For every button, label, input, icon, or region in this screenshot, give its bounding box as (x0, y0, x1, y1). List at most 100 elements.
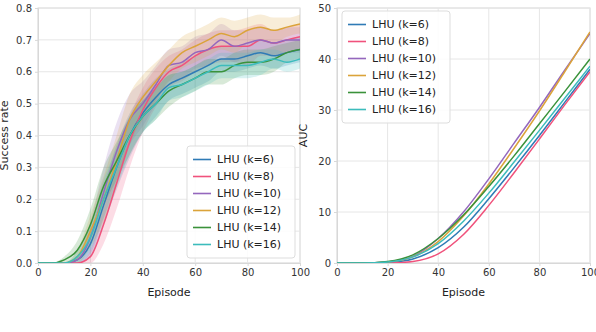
error-band (38, 14, 300, 263)
grid-line (337, 8, 590, 9)
grid (337, 8, 590, 263)
y-tick-mark (334, 212, 337, 213)
y-tick: 0.5 (16, 98, 38, 109)
x-tick-label: 60 (189, 267, 202, 278)
legend-swatch (348, 109, 366, 111)
legend-label: LHU (k=12) (372, 69, 436, 82)
x-tick: 0 (334, 263, 340, 278)
y-tick-label: 0.0 (16, 258, 32, 269)
series-line (337, 69, 590, 263)
legend-swatch (193, 210, 211, 212)
x-tick-mark (388, 263, 389, 266)
panel: 0204060801000.00.10.20.30.40.50.60.70.8E… (0, 3, 310, 299)
series-line (337, 59, 590, 263)
y-tick-label: 0 (325, 258, 331, 269)
x-tick-mark (195, 263, 196, 266)
y-tick: 0.7 (16, 35, 38, 46)
x-tick-mark (590, 263, 591, 266)
legend-box (342, 11, 450, 123)
x-tick: 100 (291, 263, 310, 278)
series-line (38, 24, 300, 263)
legend-label: LHU (k=14) (372, 86, 436, 99)
x-tick-label: 0 (35, 267, 41, 278)
y-tick: 0.8 (16, 3, 38, 14)
y-tick-mark (35, 136, 38, 137)
x-tick-label: 100 (581, 267, 596, 278)
y-tick: 50 (318, 3, 337, 14)
y-tick: 20 (318, 156, 337, 167)
y-tick-label: 30 (318, 105, 331, 116)
grid-line (337, 161, 590, 162)
legend-swatch (193, 193, 211, 195)
legend-label: LHU (k=10) (372, 52, 436, 65)
x-tick-mark (539, 263, 540, 266)
legend-swatch (348, 75, 366, 77)
series-line (38, 40, 300, 263)
y-tick-mark (35, 231, 38, 232)
legend: LHU (k=6)LHU (k=8)LHU (k=10)LHU (k=12)LH… (187, 146, 295, 258)
legend-label: LHU (k=12) (217, 204, 281, 217)
series-line (38, 59, 300, 263)
x-axis-title: Episode (147, 286, 190, 299)
legend-swatch (348, 92, 366, 94)
y-tick-mark (35, 167, 38, 168)
x-axis: 0 20 40 60 80 100 (334, 263, 596, 278)
legend-label: LHU (k=14) (217, 221, 281, 234)
legend-box (187, 146, 295, 258)
x-tick: 0 (35, 263, 41, 278)
legend: LHU (k=6)LHU (k=8)LHU (k=10)LHU (k=12)LH… (342, 11, 450, 123)
error-band (38, 49, 300, 263)
y-tick-mark (35, 8, 38, 9)
legend-swatch (193, 176, 211, 178)
legend-label: LHU (k=6) (372, 18, 429, 31)
y-tick: 0 (325, 258, 337, 269)
legend-swatch (193, 159, 211, 161)
x-tick-label: 20 (382, 267, 395, 278)
x-tick-mark (90, 263, 91, 266)
x-tick: 20 (382, 263, 395, 278)
x-tick: 100 (581, 263, 596, 278)
figure: 0204060801000.00.10.20.30.40.50.60.70.8E… (0, 0, 596, 332)
legend-swatch (193, 227, 211, 229)
grid-line (38, 135, 300, 136)
y-tick-mark (334, 110, 337, 111)
grid-line (590, 8, 591, 263)
y-tick-label: 20 (318, 156, 331, 167)
grid-line (38, 8, 300, 9)
x-axis-line (338, 264, 591, 267)
x-tick-label: 100 (291, 267, 310, 278)
y-tick-label: 50 (318, 3, 331, 14)
y-tick-mark (35, 40, 38, 41)
y-tick-label: 0.2 (16, 194, 32, 205)
x-tick-label: 80 (534, 267, 547, 278)
y-tick: 0.2 (16, 194, 38, 205)
x-tick-label: 60 (483, 267, 496, 278)
x-tick: 40 (432, 263, 445, 278)
grid (38, 8, 300, 263)
legend-label: LHU (k=10) (217, 187, 281, 200)
x-tick-mark (248, 263, 249, 266)
y-tick: 40 (318, 54, 337, 65)
x-tick-label: 0 (334, 267, 340, 278)
y-axis: 01020304050 (318, 3, 337, 269)
x-tick-label: 40 (432, 267, 445, 278)
y-axis-line (334, 9, 338, 264)
y-axis-title: AUC (297, 124, 310, 148)
panel: 02040608010001020304050EpisodeAUCLHU (k=… (297, 3, 596, 299)
legend-label: LHU (k=6) (217, 153, 274, 166)
legend-swatch (193, 244, 211, 246)
series-line (337, 66, 590, 263)
x-axis-line (39, 264, 301, 267)
y-tick-mark (35, 199, 38, 200)
x-axis: 020406080100 (35, 263, 310, 278)
y-tick: 0.6 (16, 66, 38, 77)
y-tick-mark (334, 59, 337, 60)
x-tick: 40 (137, 263, 150, 278)
y-tick-mark (35, 263, 38, 264)
y-tick-mark (334, 161, 337, 162)
series-line (38, 49, 300, 263)
plot-frame (337, 8, 590, 263)
x-tick-label: 20 (85, 267, 98, 278)
y-axis-title: Success rate (0, 100, 11, 170)
y-axis-line (35, 9, 39, 264)
